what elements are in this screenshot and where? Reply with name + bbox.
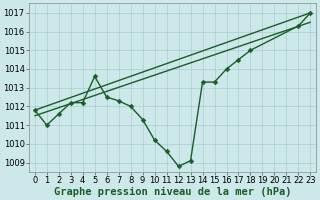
X-axis label: Graphe pression niveau de la mer (hPa): Graphe pression niveau de la mer (hPa) xyxy=(54,186,291,197)
